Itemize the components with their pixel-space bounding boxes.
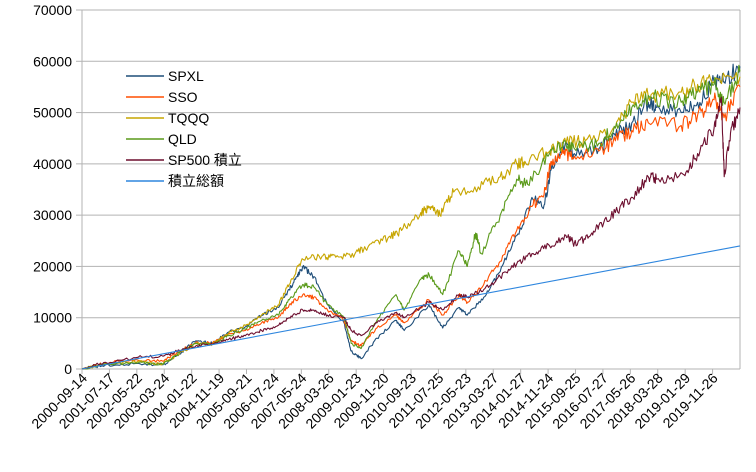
- series-line-3: [81, 64, 741, 370]
- series-line-5: [81, 245, 741, 370]
- legend-label-5: 積立総額: [168, 173, 224, 189]
- grid-lines: [82, 9, 740, 370]
- x-tick-labels: 2000-09-142001-07-172002-05-222003-03-24…: [28, 370, 721, 432]
- y-tick-label: 0: [64, 361, 72, 377]
- legend-label-1: SSO: [168, 89, 198, 105]
- y-tick-label: 10000: [33, 310, 72, 326]
- legend-label-0: SPXL: [168, 68, 204, 84]
- y-tick-label: 40000: [33, 156, 72, 172]
- y-tick-label: 70000: [33, 2, 72, 18]
- y-tick-label: 50000: [33, 105, 72, 121]
- series-line-0: [81, 63, 741, 370]
- y-tick-label: 60000: [33, 53, 72, 69]
- series-lines: [81, 63, 741, 370]
- y-tick-labels: 0 10000 20000 30000 40000 50000 60000 70000: [33, 2, 72, 377]
- y-tick-label: 20000: [33, 258, 72, 274]
- legend-label-2: TQQQ: [168, 110, 209, 126]
- series-line-1: [81, 84, 741, 370]
- series-line-4: [81, 96, 741, 370]
- axes: [76, 9, 741, 374]
- legend-label-4: SP500 積立: [168, 152, 242, 168]
- legend-label-3: QLD: [168, 131, 197, 147]
- y-tick-label: 30000: [33, 207, 72, 223]
